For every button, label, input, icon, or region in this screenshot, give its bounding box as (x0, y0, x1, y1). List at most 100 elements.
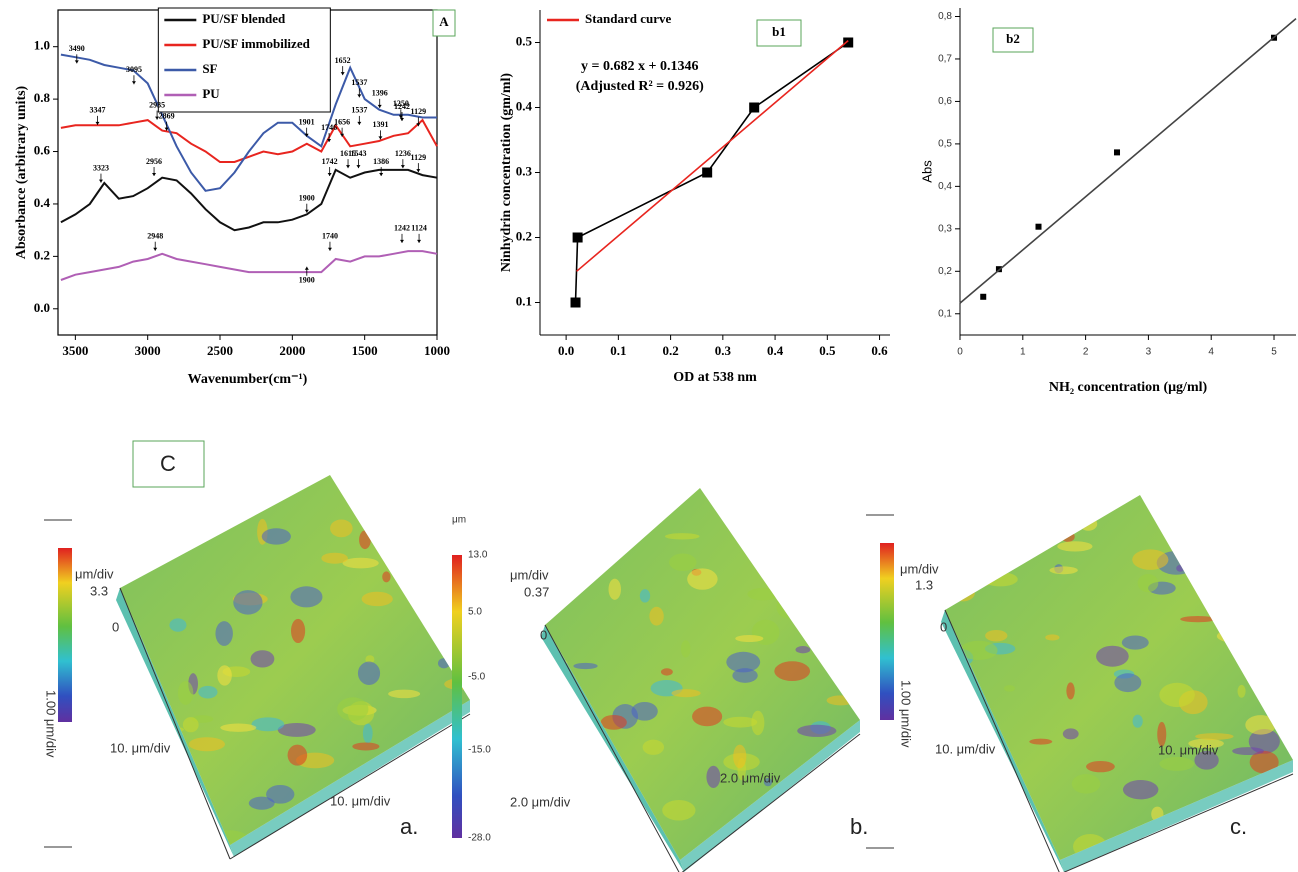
surface-axis (544, 624, 680, 872)
surface-feature (1071, 774, 1101, 794)
peak-arrowhead (340, 133, 345, 137)
surface-feature (1230, 798, 1259, 807)
surface-feature (781, 837, 793, 848)
surface-feature (732, 668, 758, 683)
afm-scale-label: μm/div (510, 567, 549, 582)
surface-feature (382, 571, 391, 583)
y-tick-label: 0.4 (34, 195, 51, 210)
surface-feature (1159, 682, 1195, 708)
x-tick-label: 0.5 (819, 343, 836, 358)
surface-axis (119, 587, 231, 860)
surface-feature (198, 685, 218, 699)
peak-arrowhead (357, 121, 362, 125)
surface-feature (747, 587, 779, 601)
peak-label: 2948 (147, 232, 163, 241)
surface-feature (1137, 574, 1159, 593)
surface-feature (120, 475, 133, 482)
peak-arrowhead (356, 165, 361, 169)
surface-feature (757, 809, 787, 829)
peak-arrowhead (153, 247, 158, 251)
surface-feature (797, 724, 837, 737)
peak-arrowhead (346, 165, 351, 169)
x-tick-label: 3500 (62, 343, 88, 358)
surface-feature (357, 819, 383, 838)
colorbar-tick-label: -5.0 (468, 672, 486, 683)
surface-feature (124, 547, 159, 573)
panel-label: b1 (772, 24, 786, 39)
afm-label: b. (850, 814, 868, 839)
surface-feature (1070, 495, 1091, 507)
surface-feature (1264, 806, 1293, 832)
panel-label: b2 (1006, 31, 1020, 46)
surface-side (680, 720, 860, 872)
y-tick-label: 0,2 (938, 266, 952, 277)
y-tick-label: 1.0 (34, 38, 50, 53)
afm-scale: 3.3 (90, 583, 108, 598)
surface-feature (1194, 824, 1211, 850)
surface-feature (283, 835, 294, 845)
panel-label-box (756, 19, 802, 47)
surface-feature (171, 494, 189, 514)
surface-feature (261, 528, 291, 545)
legend-label: SF (202, 61, 217, 76)
peak-label: 1652 (335, 56, 351, 65)
y-tick-label: 0.2 (516, 228, 532, 243)
spectrum-line (60, 118, 438, 163)
surface-feature (357, 661, 381, 685)
peak-label: 1740 (322, 232, 338, 241)
peak-label: 3323 (93, 163, 109, 172)
surface-feature (1176, 564, 1185, 572)
x-tick-label: 0.6 (871, 343, 888, 358)
peak-arrowhead (74, 60, 79, 64)
x-tick-label: 0.2 (662, 343, 678, 358)
surface-feature (1223, 496, 1258, 521)
surface-feature (733, 744, 747, 769)
colorbar-tick-label: 5.0 (468, 607, 482, 618)
peak-label: 1901 (299, 118, 315, 127)
data-point (572, 232, 583, 243)
surface-feature (981, 534, 1003, 542)
colorbar-tick-label: -15.0 (468, 745, 491, 756)
surface-side (1060, 760, 1293, 872)
surface-feature (687, 568, 718, 590)
peak-arrowhead (379, 173, 384, 177)
annotation: y = 0.682 x + 0.1346 (581, 59, 698, 74)
peak-label: 1124 (411, 224, 427, 233)
surface-feature (642, 739, 665, 755)
peak-arrowhead (155, 116, 160, 120)
peak-arrowhead (357, 94, 362, 98)
peak-arrowhead (416, 169, 421, 173)
surface-feature (1045, 634, 1060, 641)
surface-feature (660, 668, 673, 676)
surface-feature (631, 854, 642, 860)
x-axis-label: NH₂ concentration (μg/ml) (1049, 380, 1208, 395)
surface-feature (810, 781, 825, 800)
afm-axis-x: 10. μm/div (1158, 742, 1219, 757)
x-tick-label: 1 (1020, 347, 1026, 358)
peak-arrowhead (327, 173, 332, 177)
afm-side: 1.00 μm/div (44, 690, 59, 758)
surface-feature (1219, 505, 1242, 523)
legend-label: PU/SF blended (202, 11, 286, 26)
x-tick-label: 0 (957, 347, 963, 358)
surface-feature (120, 810, 129, 821)
surface-feature (774, 661, 811, 681)
surface-feature (177, 680, 194, 705)
surface-feature (706, 765, 721, 788)
surface-feature (1246, 800, 1279, 814)
surface-feature (573, 662, 598, 670)
surface-feature (1029, 738, 1053, 745)
afm-label: a. (400, 814, 418, 839)
surface-feature (1061, 531, 1075, 542)
peak-label: 1742 (322, 157, 338, 166)
surface-feature (182, 717, 199, 733)
afm-label: c. (1230, 814, 1247, 839)
afm-panels: Cμm/div 3.3 0 10. μm/div 10. μm/div a. 1.00 μm… (44, 440, 1294, 872)
surface-feature (337, 697, 369, 721)
surface-feature (1114, 673, 1142, 693)
x-tick-label: 0.0 (558, 343, 574, 358)
surface-feature (790, 791, 801, 802)
y-tick-label: 0,5 (938, 139, 952, 150)
colorbar-tick-label: 13.0 (468, 550, 488, 561)
surface-feature (215, 621, 233, 646)
